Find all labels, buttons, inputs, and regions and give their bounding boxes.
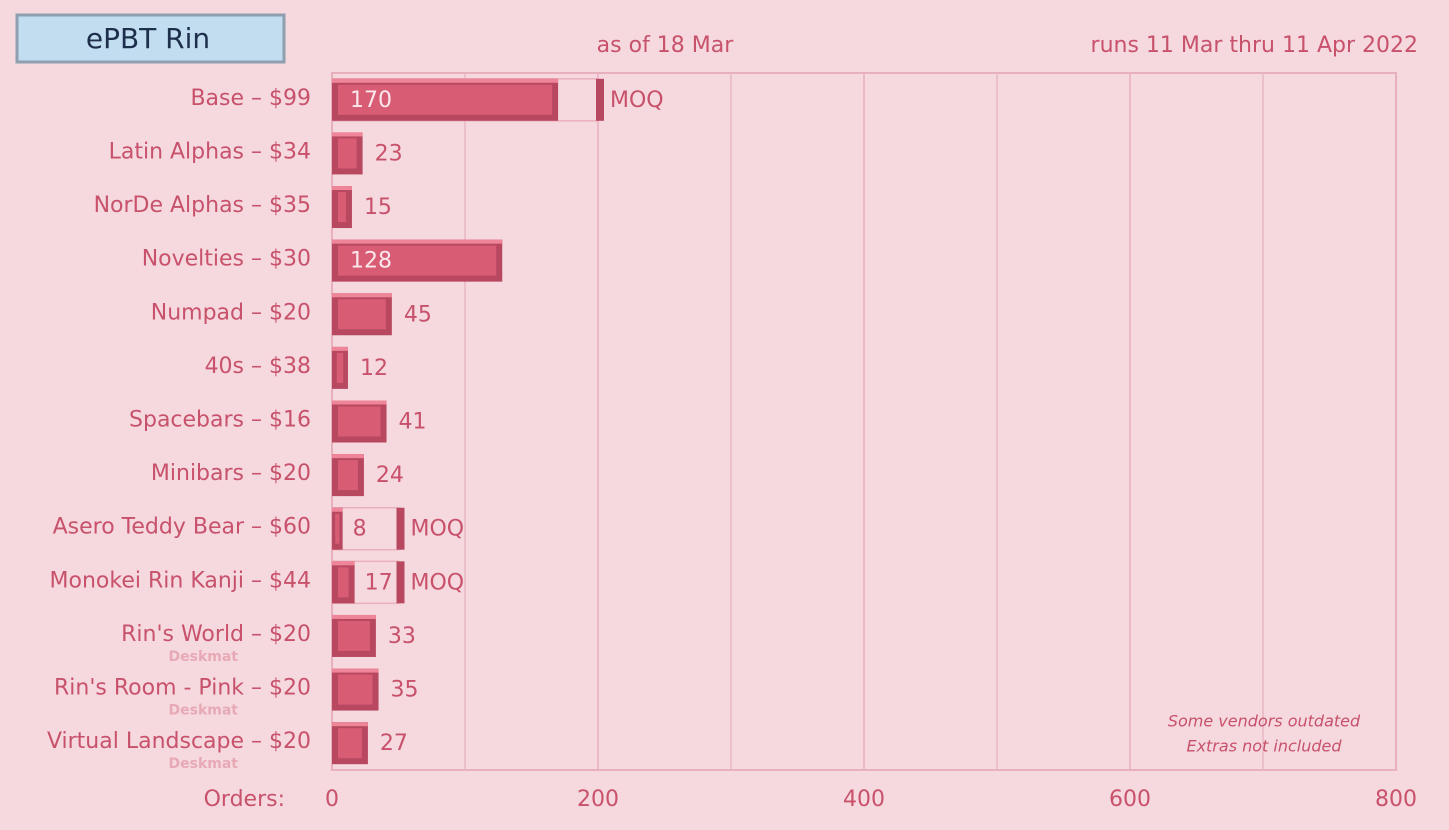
period: runs 11 Mar thru 11 Apr 2022 [1091,33,1418,58]
bar-face [336,352,344,383]
moq-label: MOQ [411,517,465,542]
bar-highlight [332,186,352,191]
moq-label: MOQ [610,88,664,113]
y-tick-label: NorDe Alphas – $35 [94,193,311,218]
sublabel: Deskmat [169,703,239,719]
bar-face [335,513,340,544]
moq-cap [396,561,405,604]
bar-highlight [332,561,355,566]
moq-label: MOQ [411,570,465,595]
value-label: 23 [375,141,403,166]
sublabel: Deskmat [169,756,239,772]
bar-face [338,674,373,705]
y-tick-label: 40s – $38 [205,354,311,379]
y-tick-label: Novelties – $30 [142,247,311,272]
value-label: 12 [360,356,388,381]
bar-face [338,460,358,491]
bar-face [338,620,370,651]
value-label: 33 [388,624,416,649]
bar-highlight [332,668,379,673]
bar-highlight [332,132,363,137]
bar-face [338,406,381,437]
title-box [15,13,286,64]
value-label: 24 [376,463,404,488]
y-tick-label: Numpad – $20 [151,300,311,325]
value-label: 8 [353,517,367,542]
bar-highlight [332,400,387,405]
bar-highlight [332,454,364,459]
value-label: 45 [404,302,432,327]
y-tick-label: Asero Teddy Bear – $60 [53,515,311,540]
value-label: 17 [365,570,393,595]
value-label: 27 [380,731,408,756]
bar-highlight [332,614,376,619]
y-tick-label: Monokei Rin Kanji – $44 [50,568,311,593]
bar-face [338,84,553,115]
bar-highlight [332,507,343,512]
bar-highlight [332,346,348,351]
moq-cap [396,507,405,550]
bar-face [338,138,357,169]
bar-face [338,567,349,598]
x-tick-label: 600 [1109,787,1151,812]
chart-title: ePBT Rin [86,22,210,55]
bar-highlight [332,239,503,244]
sublabel: Deskmat [169,649,239,665]
bar-face [338,299,386,330]
subtitle: as of 18 Mar [597,33,735,58]
y-tick-label: Spacebars – $16 [129,408,311,433]
bar-highlight [332,78,559,83]
value-label: 128 [350,249,392,274]
y-tick-label: Rin's Room - Pink – $20 [54,676,311,701]
value-label: 15 [364,195,392,220]
note: Extras not included [1186,737,1342,756]
value-label: 170 [350,88,392,113]
y-tick-label: Latin Alphas – $34 [109,139,311,164]
note: Some vendors outdated [1168,712,1361,731]
x-tick-label: 400 [843,787,885,812]
x-axis-label: Orders: [204,787,285,812]
y-tick-label: Minibars – $20 [151,461,311,486]
bar-highlight [332,293,392,298]
bar-face [338,245,497,276]
x-tick-label: 200 [577,787,619,812]
bar-highlight [332,722,368,727]
moq-cap [596,78,604,121]
bar-face [338,728,362,759]
y-tick-label: Base – $99 [190,86,311,111]
y-tick-label: Rin's World – $20 [121,622,311,647]
value-label: 41 [399,410,427,435]
x-tick-label: 800 [1375,787,1417,812]
value-label: 35 [391,678,419,703]
x-tick-label: 0 [325,787,339,812]
bar-face [337,192,346,223]
y-tick-label: Virtual Landscape – $20 [47,729,311,754]
